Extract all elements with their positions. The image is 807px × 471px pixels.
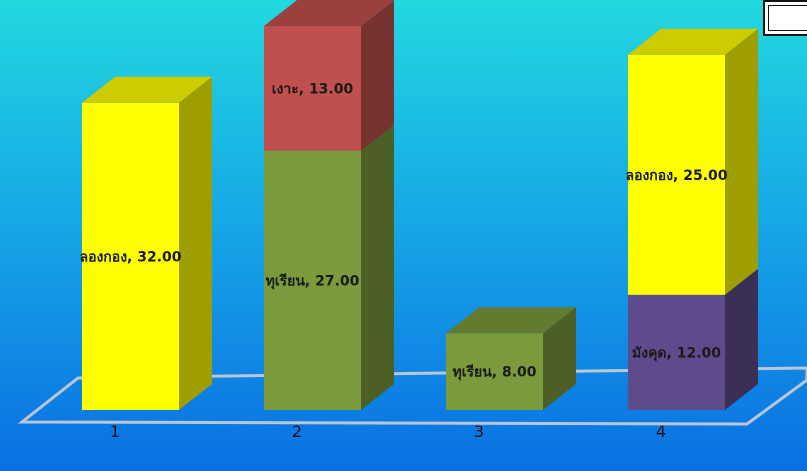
legend-box (763, 0, 807, 36)
bar-3-top (446, 307, 576, 334)
bar-1-segment-1-label: ลองกอง, 32.00 (79, 249, 181, 265)
bar-2-segment-1-side (361, 124, 394, 411)
x-tick-label-4: 4 (656, 422, 666, 441)
bar-2-segment-1 (264, 150, 361, 411)
bar-4-top (628, 28, 758, 55)
bar-1-segment-1-side (179, 76, 212, 411)
bar-3-segment-1-side (543, 307, 576, 410)
bar-2-segment-2-label: เงาะ, 13.00 (272, 81, 354, 97)
chart-floor (17, 366, 807, 426)
bar-1-top (82, 76, 212, 103)
bar-4-segment-2-side (725, 28, 758, 295)
bar-4-segment-1-side (725, 268, 758, 410)
bar-4-segment-1 (628, 294, 725, 410)
bar-1-segment-1 (82, 102, 179, 411)
bar-2-segment-2-side (361, 0, 394, 151)
x-tick-label-2: 2 (292, 422, 302, 441)
bar-3-segment-1 (446, 333, 543, 410)
bar-2-top (264, 0, 394, 26)
bar-3-segment-1-label: ทุเรียน, 8.00 (452, 365, 536, 381)
bar-2-segment-2 (264, 26, 361, 151)
bar-4-segment-2 (628, 54, 725, 295)
x-tick-label-1: 1 (110, 422, 120, 441)
x-tick-label-3: 3 (474, 422, 484, 441)
bar-4-segment-2-label: ลองกอง, 25.00 (625, 168, 727, 184)
bar-2-segment-1-label: ทุเรียน, 27.00 (266, 273, 360, 289)
bar-4-segment-1-label: มังคุด, 12.00 (632, 345, 721, 361)
